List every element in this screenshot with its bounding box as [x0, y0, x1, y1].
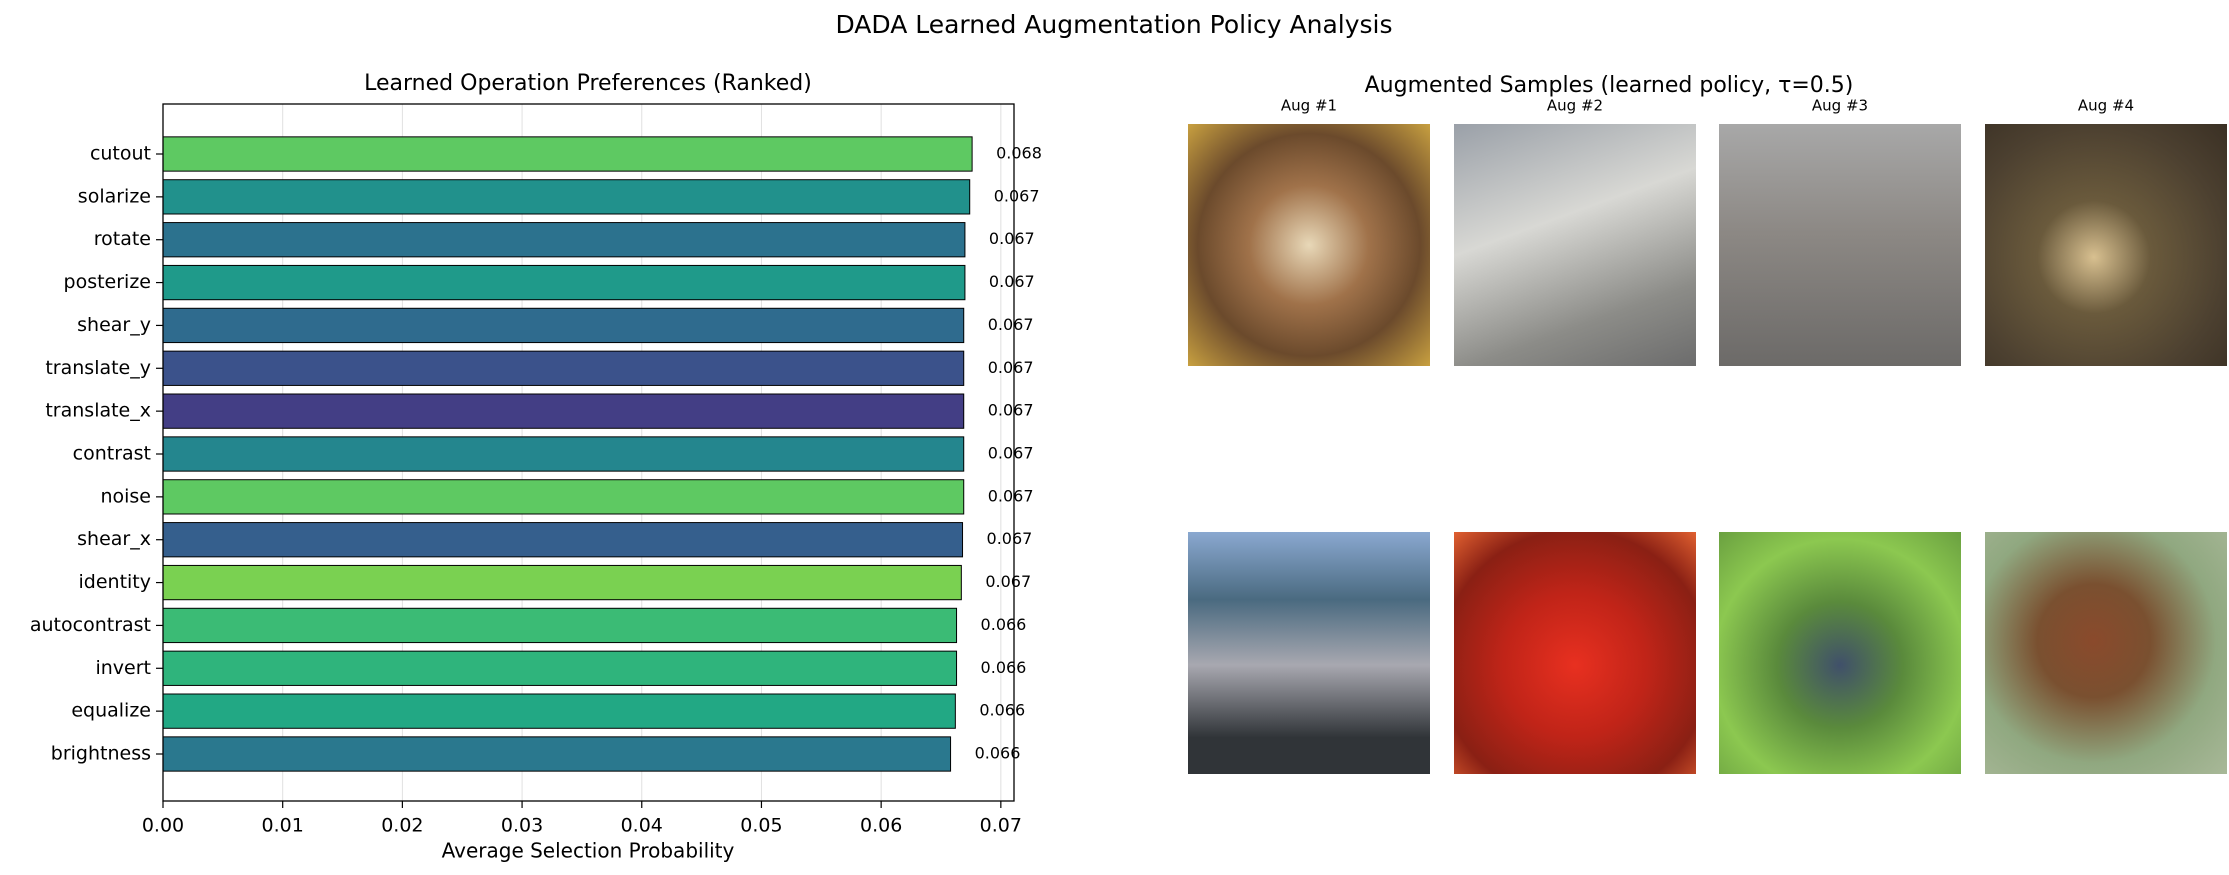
- sample-label: Aug #3: [1812, 97, 1868, 115]
- sample-label: Aug #1: [1281, 97, 1337, 115]
- bar: [162, 736, 952, 772]
- value-label: 0.068: [996, 144, 1042, 163]
- chart-title: Learned Operation Preferences (Ranked): [364, 71, 812, 96]
- sample-label: Aug #2: [1547, 97, 1603, 115]
- plot-frame: [162, 103, 1015, 802]
- x-tick-label: 0.04: [621, 815, 663, 837]
- sample-image: [1188, 124, 1430, 366]
- x-tick-label: 0.02: [381, 815, 423, 837]
- y-tick-label: translate_y: [45, 357, 151, 379]
- bar: [162, 393, 965, 429]
- y-tick-label: cutout: [90, 143, 151, 165]
- value-label: 0.067: [987, 529, 1033, 548]
- sample-image: [1454, 532, 1696, 774]
- value-label: 0.067: [985, 572, 1031, 591]
- value-label: 0.066: [975, 744, 1021, 763]
- x-axis-label: Average Selection Probability: [442, 839, 735, 863]
- sample-image: [1454, 124, 1696, 366]
- y-tick-label: shear_y: [77, 314, 151, 336]
- y-tick-label: shear_x: [77, 528, 151, 550]
- bar: [162, 179, 971, 215]
- value-label: 0.067: [989, 229, 1035, 248]
- bar: [162, 350, 965, 386]
- y-tick-label: equalize: [71, 700, 151, 722]
- sample-image: [1719, 124, 1961, 366]
- value-label: 0.067: [994, 186, 1040, 205]
- y-tick-label: identity: [79, 571, 152, 593]
- bar: [162, 693, 956, 729]
- sample-image: [1985, 124, 2227, 366]
- y-tick-label: autocontrast: [30, 614, 151, 636]
- y-tick-label: invert: [95, 657, 151, 679]
- y-tick-label: rotate: [94, 228, 151, 250]
- bar: [162, 650, 958, 686]
- bar: [162, 222, 966, 258]
- y-tick-label: noise: [100, 485, 151, 507]
- bar: [162, 136, 973, 172]
- figure-title: DADA Learned Augmentation Policy Analysi…: [835, 10, 1392, 39]
- x-tick-label: 0.00: [142, 815, 184, 837]
- value-label: 0.067: [989, 272, 1035, 291]
- y-tick-label: posterize: [64, 271, 151, 293]
- bar: [162, 264, 966, 301]
- x-tick-label: 0.01: [262, 815, 304, 837]
- y-tick-label: translate_x: [45, 400, 151, 422]
- value-label: 0.067: [988, 358, 1034, 377]
- samples-title: Augmented Samples (learned policy, τ=0.5…: [1365, 73, 1854, 98]
- bar: [162, 522, 964, 558]
- bar: [162, 479, 965, 515]
- bar: [162, 307, 965, 344]
- value-label: 0.066: [981, 658, 1027, 677]
- x-tick-label: 0.05: [740, 815, 782, 837]
- x-tick-label: 0.07: [980, 815, 1022, 837]
- value-label: 0.067: [988, 444, 1034, 463]
- sample-label: Aug #4: [2078, 97, 2134, 115]
- value-label: 0.067: [988, 401, 1034, 420]
- y-tick-label: solarize: [78, 185, 151, 207]
- value-label: 0.067: [988, 315, 1034, 334]
- value-label: 0.067: [988, 486, 1034, 505]
- y-tick-label: brightness: [51, 743, 151, 765]
- y-tick-label: contrast: [73, 443, 151, 465]
- x-tick-label: 0.03: [501, 815, 543, 837]
- value-label: 0.066: [979, 701, 1025, 720]
- bar: [162, 564, 962, 601]
- sample-image: [1985, 532, 2227, 774]
- sample-image: [1719, 532, 1961, 774]
- bar: [162, 436, 965, 472]
- bar: [162, 607, 958, 644]
- sample-image: [1188, 532, 1430, 774]
- value-label: 0.066: [981, 615, 1027, 634]
- x-tick-label: 0.06: [860, 815, 902, 837]
